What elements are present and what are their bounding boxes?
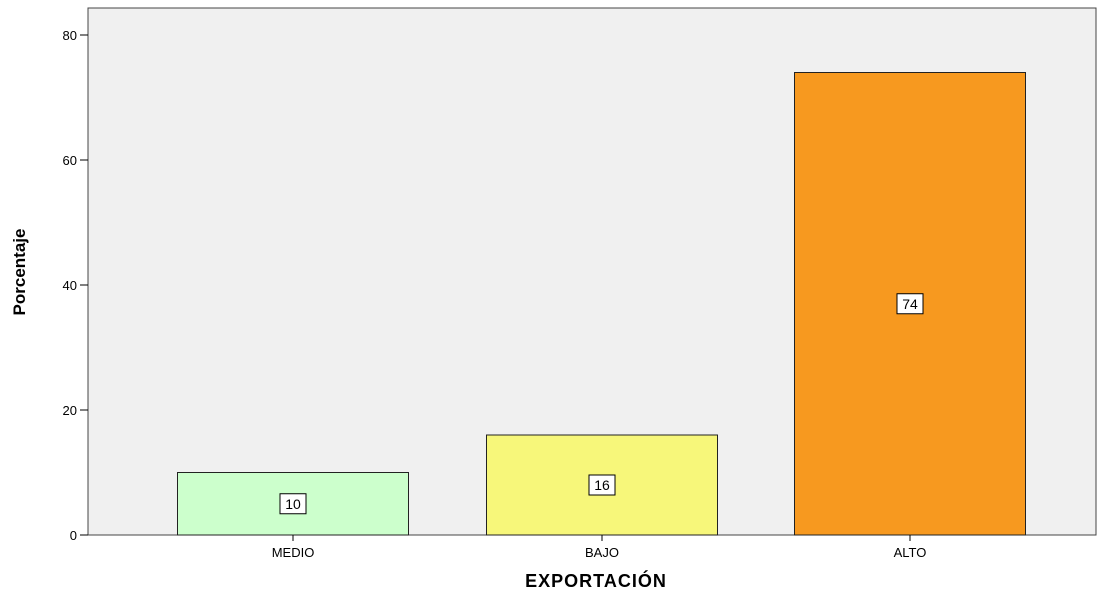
y-tick-label: 80 [63, 28, 77, 43]
data-label-box [279, 493, 307, 515]
data-label-box [588, 474, 616, 496]
data-label: 74 [902, 296, 918, 312]
y-tick-label: 60 [63, 153, 77, 168]
y-axis: 0 20 40 60 80 [63, 28, 88, 543]
x-tick-label: BAJO [585, 545, 619, 560]
data-label: 16 [594, 477, 610, 493]
x-axis-title: EXPORTACIÓN [525, 570, 667, 591]
x-tick-label: ALTO [894, 545, 927, 560]
y-tick-label: 0 [70, 528, 77, 543]
x-axis: MEDIO BAJO ALTO [272, 535, 927, 560]
x-tick-label: MEDIO [272, 545, 315, 560]
data-label-box [896, 293, 924, 315]
data-label: 10 [285, 496, 301, 512]
y-tick-label: 20 [63, 403, 77, 418]
bars: 10 16 74 [177, 72, 1026, 536]
y-tick-label: 40 [63, 278, 77, 293]
y-axis-title: Porcentaje [10, 229, 29, 316]
